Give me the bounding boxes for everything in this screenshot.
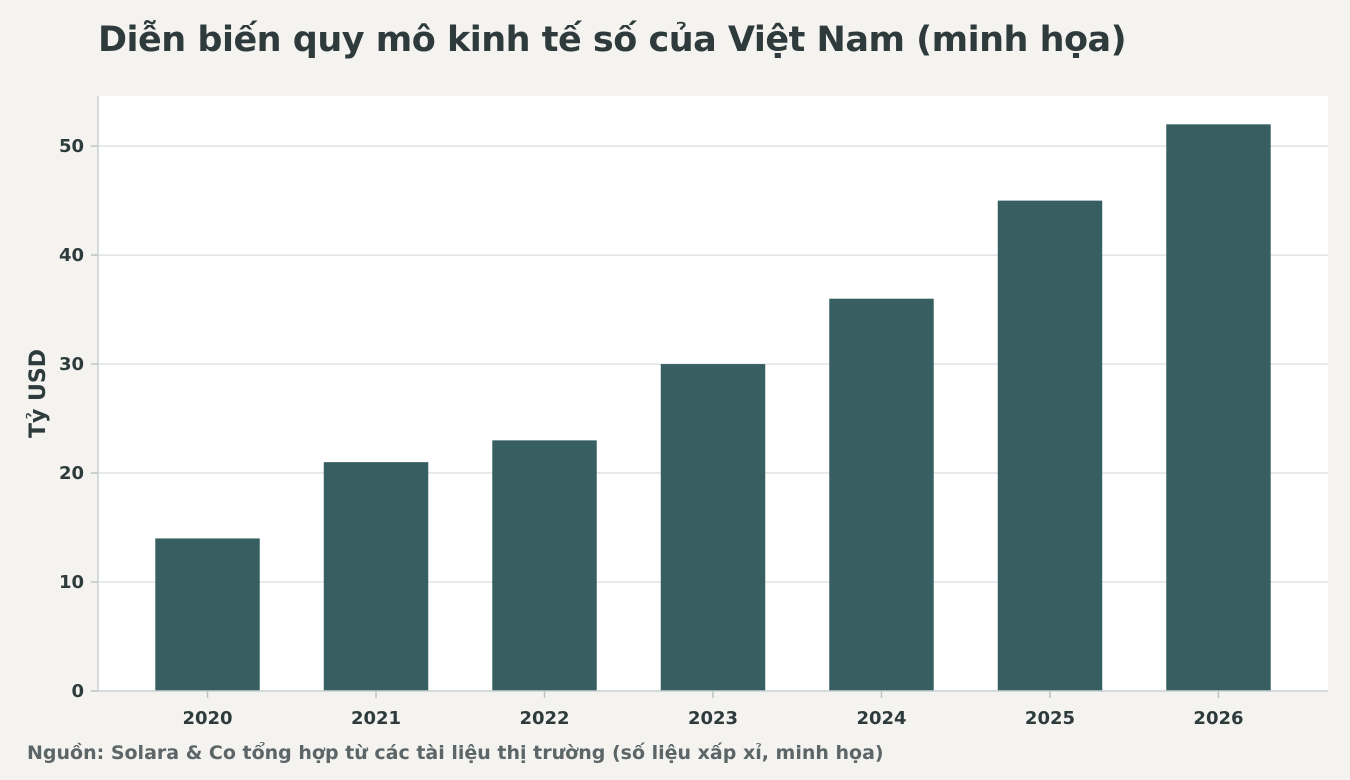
chart-title: Diễn biến quy mô kinh tế số của Việt Nam… — [98, 20, 1127, 60]
bar-2023 — [660, 364, 766, 691]
y-tick-label: 0 — [71, 681, 84, 702]
bar-2021 — [323, 462, 429, 691]
bar-2024 — [829, 298, 934, 691]
y-tick-label: 10 — [59, 572, 84, 593]
x-tick-labels: 2020 2021 2022 2023 2024 2025 2026 — [182, 708, 1243, 729]
y-tick-label: 30 — [59, 354, 84, 375]
x-tick-label: 2025 — [1025, 708, 1075, 729]
bar-2022 — [492, 440, 597, 691]
source-note: Nguồn: Solara & Co tổng hợp từ các tài l… — [27, 742, 884, 764]
y-axis-title: Tỷ USD — [26, 349, 51, 438]
x-tick-label: 2022 — [519, 708, 569, 729]
bar-2025 — [997, 200, 1103, 691]
x-tick-label: 2023 — [688, 708, 738, 729]
bar-2020 — [155, 538, 260, 691]
bar-2026 — [1166, 124, 1271, 692]
y-tick-label: 50 — [59, 136, 84, 157]
bar-chart: 0 10 20 30 40 50 2020 2021 2022 2023 2024 2025 2026… — [26, 96, 1328, 729]
x-tick-label: 2020 — [182, 708, 232, 729]
y-tick-label: 40 — [59, 245, 84, 266]
x-tick-label: 2024 — [856, 708, 906, 729]
x-tick-label: 2026 — [1193, 708, 1243, 729]
x-tick-label: 2021 — [351, 708, 401, 729]
bars — [155, 124, 1271, 692]
y-tick-label: 20 — [59, 463, 84, 484]
y-tick-labels: 0 10 20 30 40 50 — [59, 136, 84, 702]
axes — [91, 96, 1328, 698]
